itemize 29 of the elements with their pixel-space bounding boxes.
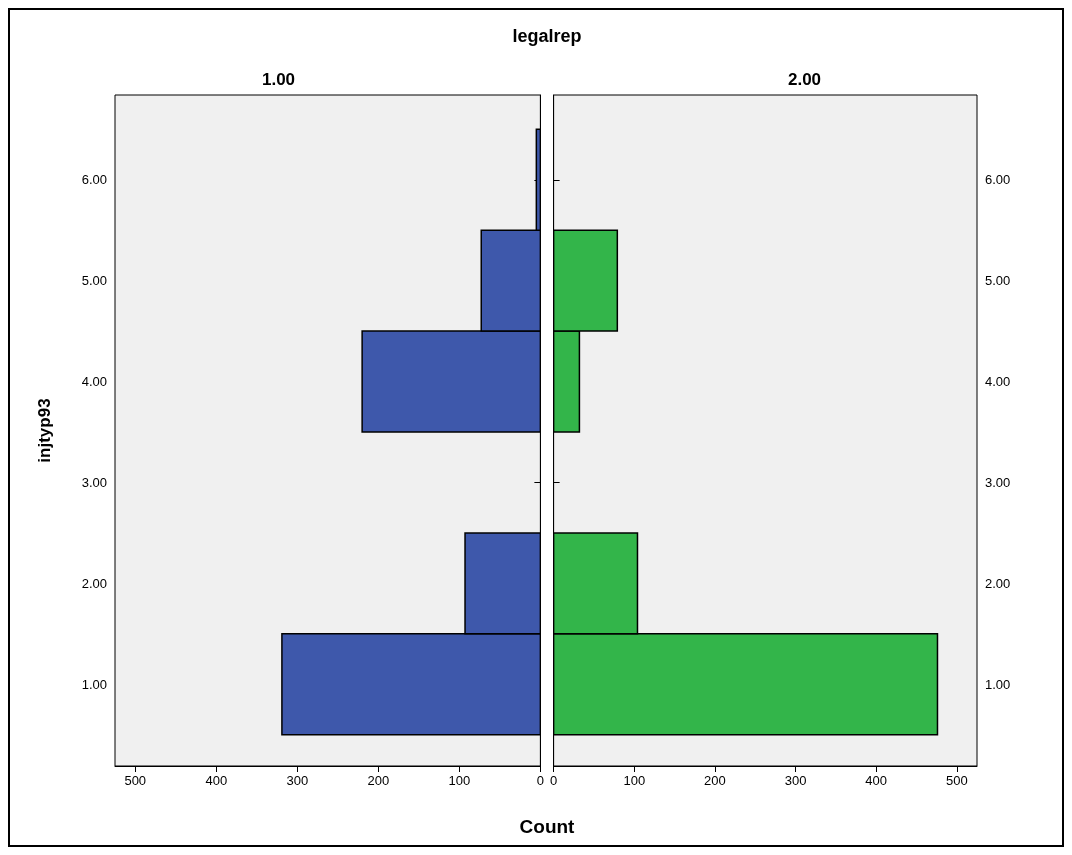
- x-tick-label: 200: [704, 773, 726, 788]
- x-tick-label: 300: [286, 773, 309, 788]
- x-tick-label: 0: [536, 773, 544, 788]
- x-tick-label: 100: [623, 773, 646, 788]
- x-tick-label: 100: [448, 773, 471, 788]
- y-tick-label: 5.00: [985, 273, 1011, 289]
- y-tick-label: 1.00: [81, 676, 107, 692]
- x-axis-title: Count: [518, 816, 576, 838]
- y-tick-label: 4.00: [985, 374, 1011, 390]
- y-tick-label: 6.00: [81, 172, 107, 188]
- chart-subtitle: 1.00: [261, 70, 296, 89]
- x-tick-label: 0: [550, 773, 558, 788]
- y-tick-label: 1.00: [985, 676, 1011, 692]
- chart-title: legalrep: [511, 26, 583, 47]
- x-tick-label: 200: [367, 773, 390, 788]
- y-tick-label: 2.00: [985, 575, 1011, 591]
- y-tick-label: 4.00: [81, 374, 107, 390]
- x-tick-label: 400: [865, 773, 888, 788]
- x-tick-label: 500: [945, 773, 968, 788]
- y-tick-label: 3.00: [985, 474, 1011, 490]
- x-tick-label: 300: [784, 773, 807, 788]
- y-tick-label: 3.00: [81, 474, 107, 490]
- chart-subtitle: 2.00: [787, 70, 822, 89]
- y-tick-label: 6.00: [985, 172, 1011, 188]
- x-tick-label: 500: [124, 773, 147, 788]
- x-tick-label: 400: [205, 773, 228, 788]
- y-axis-title: injtyp93: [35, 398, 54, 463]
- y-tick-label: 5.00: [81, 273, 107, 289]
- y-tick-label: 2.00: [81, 575, 107, 591]
